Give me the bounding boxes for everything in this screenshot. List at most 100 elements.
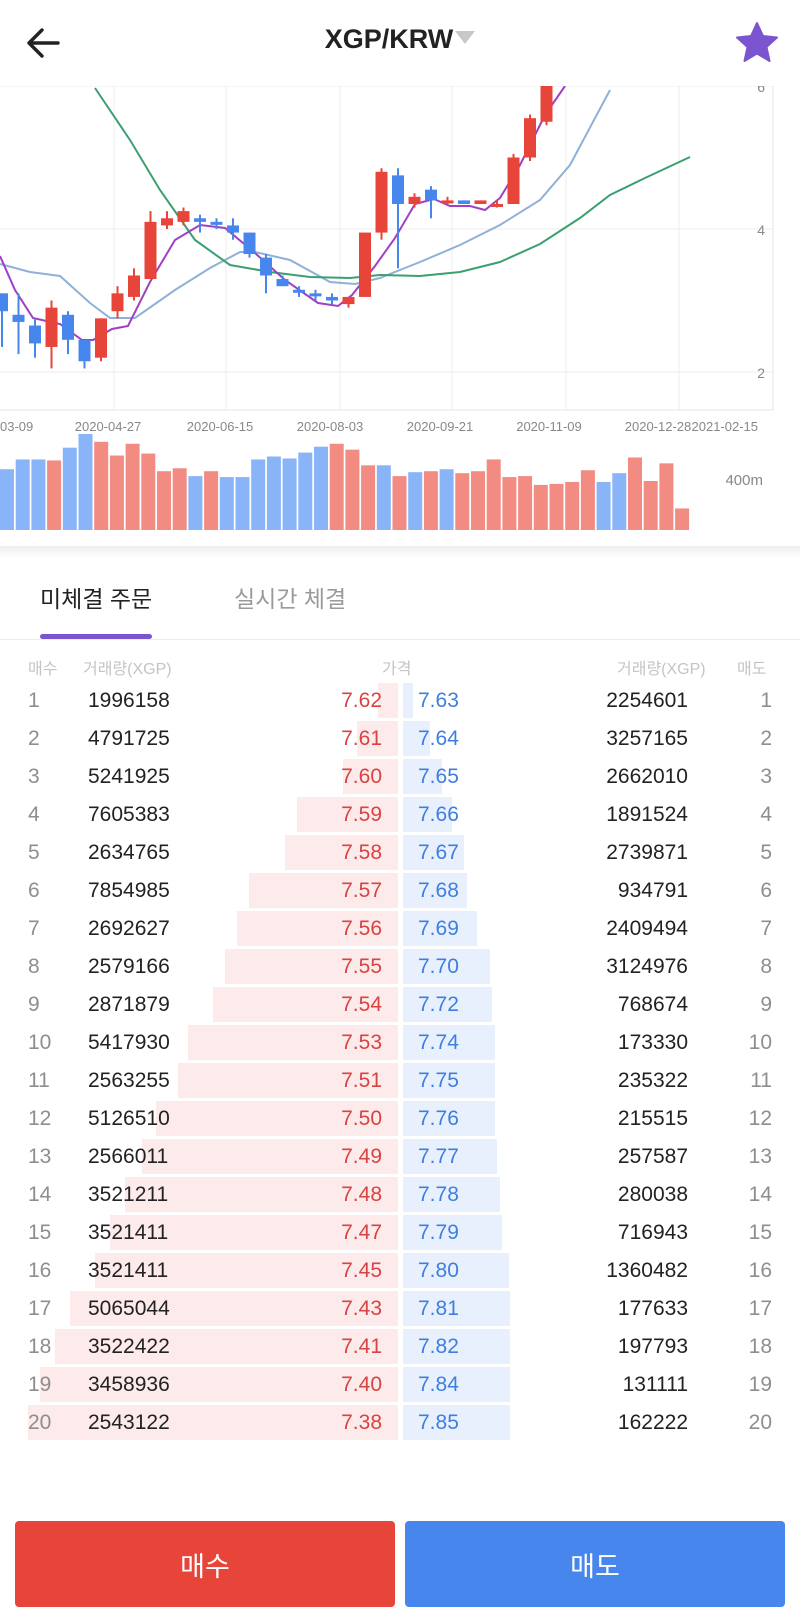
candle <box>194 214 206 233</box>
bid-price[interactable]: 7.59 <box>341 803 382 826</box>
ask-depth-bar <box>403 1367 510 1402</box>
ask-volume: 716943 <box>617 1221 688 1244</box>
ask-price[interactable]: 7.80 <box>418 1259 459 1282</box>
orderbook-row[interactable]: 15 3521411 7.47 7.79 716943 15 <box>0 1214 800 1252</box>
volume-bar <box>15 459 30 530</box>
volume-bar <box>78 433 93 530</box>
orderbook-row[interactable]: 13 2566011 7.49 7.77 257587 13 <box>0 1138 800 1176</box>
candle <box>392 168 404 269</box>
orderbook-row[interactable]: 17 5065044 7.43 7.81 177633 17 <box>0 1290 800 1328</box>
tab-open-orders[interactable]: 미체결 주문 <box>40 586 153 612</box>
orderbook-row[interactable]: 20 2543122 7.38 7.85 162222 20 <box>0 1404 800 1442</box>
ask-price[interactable]: 7.67 <box>418 841 459 864</box>
orderbook-row[interactable]: 6 7854985 7.57 7.68 934791 6 <box>0 872 800 910</box>
bid-volume: 5417930 <box>88 1031 170 1054</box>
bid-price[interactable]: 7.48 <box>341 1183 382 1206</box>
bid-depth-bar <box>188 1025 398 1060</box>
bid-price[interactable]: 7.56 <box>341 917 382 940</box>
bid-price[interactable]: 7.43 <box>341 1297 382 1320</box>
ask-price[interactable]: 7.84 <box>418 1373 459 1396</box>
back-button[interactable] <box>22 22 64 64</box>
bid-depth-bar <box>55 1329 398 1364</box>
volume-bar <box>62 447 77 530</box>
bid-price[interactable]: 7.54 <box>341 993 382 1016</box>
ask-price[interactable]: 7.70 <box>418 955 459 978</box>
bid-price[interactable]: 7.57 <box>341 879 382 902</box>
bid-price[interactable]: 7.62 <box>341 689 382 712</box>
ask-price[interactable]: 7.65 <box>418 765 459 788</box>
ask-price[interactable]: 7.77 <box>418 1145 459 1168</box>
bid-price[interactable]: 7.55 <box>341 955 382 978</box>
bid-price[interactable]: 7.38 <box>341 1411 382 1434</box>
ask-price[interactable]: 7.64 <box>418 727 459 750</box>
ask-depth-bar <box>403 683 413 718</box>
ask-price[interactable]: 7.68 <box>418 879 459 902</box>
ask-volume: 934791 <box>617 879 688 902</box>
ask-rank: 10 <box>748 1031 772 1054</box>
bid-price[interactable]: 7.58 <box>341 841 382 864</box>
candle <box>293 286 305 297</box>
bid-price[interactable]: 7.50 <box>341 1107 382 1130</box>
ask-price[interactable]: 7.85 <box>418 1411 459 1434</box>
star-icon <box>736 22 778 62</box>
bid-price[interactable]: 7.51 <box>341 1069 382 1092</box>
volume-bar <box>172 468 187 530</box>
bid-price[interactable]: 7.61 <box>341 727 382 750</box>
bid-depth-bar <box>125 1177 398 1212</box>
orderbook-row[interactable]: 16 3521411 7.45 7.80 1360482 16 <box>0 1252 800 1290</box>
orderbook-row[interactable]: 1 1996158 7.62 7.63 2254601 1 <box>0 682 800 720</box>
ask-price[interactable]: 7.81 <box>418 1297 459 1320</box>
orderbook-row[interactable]: 18 3522422 7.41 7.82 197793 18 <box>0 1328 800 1366</box>
ask-price[interactable]: 7.76 <box>418 1107 459 1130</box>
candlestick-chart[interactable]: 6 4 2 03-09 2020-04-27 2020-06-15 2020-08-03 20… <box>0 86 800 546</box>
bid-price[interactable]: 7.49 <box>341 1145 382 1168</box>
price-chart[interactable]: 6 4 2 03-09 2020-04-27 2020-06-15 2020-08-03 20… <box>0 86 800 546</box>
ask-depth-bar <box>403 759 442 794</box>
ask-price[interactable]: 7.74 <box>418 1031 459 1054</box>
ask-price[interactable]: 7.66 <box>418 803 459 826</box>
orderbook-row[interactable]: 3 5241925 7.60 7.65 2662010 3 <box>0 758 800 796</box>
bid-price[interactable]: 7.40 <box>341 1373 382 1396</box>
ask-price[interactable]: 7.63 <box>418 689 459 712</box>
ask-price[interactable]: 7.72 <box>418 993 459 1016</box>
candle <box>524 114 536 162</box>
bid-depth-bar <box>156 1101 398 1136</box>
ask-price[interactable]: 7.75 <box>418 1069 459 1092</box>
orderbook-row[interactable]: 19 3458936 7.40 7.84 131111 19 <box>0 1366 800 1404</box>
bid-price[interactable]: 7.53 <box>341 1031 382 1054</box>
orderbook-row[interactable]: 12 5126510 7.50 7.76 215515 12 <box>0 1100 800 1138</box>
market-selector[interactable]: XGP/KRW <box>0 24 800 55</box>
bid-price[interactable]: 7.41 <box>341 1335 382 1358</box>
orderbook-row[interactable]: 10 5417930 7.53 7.74 173330 10 <box>0 1024 800 1062</box>
bid-depth-bar <box>285 835 398 870</box>
ask-price[interactable]: 7.79 <box>418 1221 459 1244</box>
volume-bar <box>471 471 485 530</box>
orderbook-row[interactable]: 5 2634765 7.58 7.67 2739871 5 <box>0 834 800 872</box>
tab-realtime-trades[interactable]: 실시간 체결 <box>234 586 347 612</box>
ask-price[interactable]: 7.69 <box>418 917 459 940</box>
bid-rank: 2 <box>28 727 40 750</box>
orderbook-row[interactable]: 2 4791725 7.61 7.64 3257165 2 <box>0 720 800 758</box>
ask-depth-bar <box>403 911 477 946</box>
bid-price[interactable]: 7.47 <box>341 1221 382 1244</box>
favorite-button[interactable] <box>734 20 780 66</box>
bid-price[interactable]: 7.45 <box>341 1259 382 1282</box>
buy-button[interactable]: 매수 <box>15 1521 395 1607</box>
orderbook-row[interactable]: 4 7605383 7.59 7.66 1891524 4 <box>0 796 800 834</box>
ask-price[interactable]: 7.78 <box>418 1183 459 1206</box>
orderbook-row[interactable]: 9 2871879 7.54 7.72 768674 9 <box>0 986 800 1024</box>
orderbook-row[interactable]: 14 3521211 7.48 7.78 280038 14 <box>0 1176 800 1214</box>
orderbook-row[interactable]: 7 2692627 7.56 7.69 2409494 7 <box>0 910 800 948</box>
bid-rank: 3 <box>28 765 40 788</box>
candle <box>29 318 41 358</box>
candle <box>210 218 223 229</box>
candle <box>474 200 487 204</box>
orderbook-row[interactable]: 11 2563255 7.51 7.75 235322 11 <box>0 1062 800 1100</box>
sell-button[interactable]: 매도 <box>405 1521 785 1607</box>
bid-volume: 1996158 <box>88 689 170 712</box>
arrow-left-icon <box>27 28 60 58</box>
ask-depth-bar <box>403 835 464 870</box>
orderbook-row[interactable]: 8 2579166 7.55 7.70 3124976 8 <box>0 948 800 986</box>
bid-price[interactable]: 7.60 <box>341 765 382 788</box>
ask-price[interactable]: 7.82 <box>418 1335 459 1358</box>
